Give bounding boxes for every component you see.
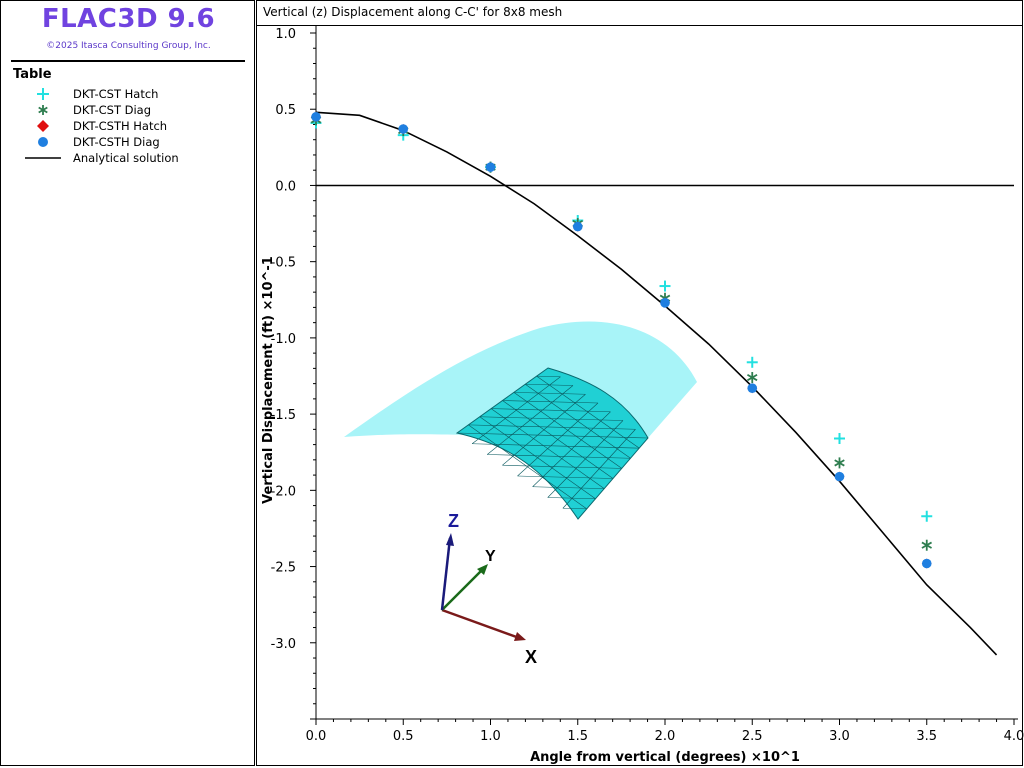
asterisk-marker-icon [38,105,48,115]
copyright-text: ©2025 Itasca Consulting Group, Inc. [46,41,211,51]
mesh-diagonal [532,486,605,489]
legend-item-dkt-cst-hatch[interactable]: DKT-CST Hatch [25,86,245,102]
dkt-cst-hatch-point [834,433,845,445]
mesh-line [517,402,599,477]
z-arrowhead-icon [446,533,454,546]
y-tick-label: -1.0 [271,332,296,347]
dkt-cst-diag-point [746,372,758,384]
mesh-line [513,392,622,469]
mesh-diagonal [502,400,599,404]
legend-item-analytical-solution[interactable]: Analytical solution [25,150,245,166]
legend-title: Table [13,67,52,82]
x-tick-label: 1.5 [567,729,588,744]
line-marker-icon [25,157,61,159]
mesh-diagonal [513,392,586,395]
x-tick-label: 1.0 [480,729,501,744]
mesh-diagonal [502,464,622,469]
y-tick-label: -3.0 [271,637,296,652]
y-axis-arrow [441,566,486,611]
mesh-diagonal [547,497,596,500]
legend-label: DKT-CST Diag [73,103,152,117]
mesh-line [562,429,636,509]
dkt-cst-hatch-point [921,510,933,522]
dkt-csth-diag-point [660,298,670,308]
x-tick-label: 0.5 [393,729,414,744]
mesh-diagonal [525,383,574,386]
legend-label: DKT-CSTH Hatch [73,119,168,133]
x-tick-label: 0.0 [306,729,327,744]
mesh-diagonal [472,443,640,449]
legend-item-dkt-csth-diag[interactable]: DKT-CSTH Diag [25,134,245,150]
dkt-csth-diag-point [834,471,845,482]
dkt-csth-diag-point [398,124,409,134]
dkt-cst-diag-point [921,539,933,551]
axis-triad: X Y Z [440,511,537,667]
series-layer [310,111,998,656]
axes: 1.0 0.5 0.0 -0.5 -1.0 -1.5 -2.0 -2.5 -3.0 0.0 0.5 1… [271,25,1024,744]
mesh-diagonal [491,408,611,413]
diamond-marker-icon [37,120,49,132]
mesh-diagonal [536,375,561,378]
dkt-csth-diag-point [485,162,496,172]
chart-title: Vertical (z) Displacement along C-C' for… [263,5,563,19]
mesh-diagonal [479,416,624,421]
dkt-csth-diag-point [921,558,932,569]
y-tick-label: 1.0 [275,27,296,42]
model-inset: X Y Z [344,321,697,667]
z-axis-arrow [440,537,452,611]
y-axis-title: Vertical Displacement (ft) ×10^-1 [261,256,276,504]
mesh-line [547,420,624,498]
x-tick-label: 2.0 [655,729,676,744]
y-tick-label: 0.0 [275,179,296,194]
dkt-csth-diag-point [311,112,321,122]
y-tick-label: -2.5 [271,561,296,576]
brand-divider [11,60,245,62]
mesh-line [525,384,631,459]
circle-marker-icon [38,137,48,147]
app-title: FLAC3D 9.6 [41,4,216,34]
dkt-csth-diag-point [747,383,758,393]
chart-frame [256,0,1023,766]
mesh-patch [455,367,649,520]
x-tick-label: 3.0 [829,729,850,744]
legend-label: DKT-CST Hatch [73,87,159,101]
z-axis-label: Z [448,511,459,531]
dkt-cst-hatch-point [746,356,758,368]
x-arrowhead-icon [514,632,526,641]
y-tick-label: -0.5 [271,256,296,271]
x-tick-label: 2.5 [742,729,763,744]
mesh-line [536,375,640,449]
mesh-diagonal [517,475,614,479]
mesh-line [532,411,611,487]
plus-marker-icon [37,88,49,100]
x-tick-label: 3.5 [916,729,937,744]
dkt-csth-diag-point [572,221,583,232]
mesh-diagonal [487,454,631,459]
x-tick-label: 4.0 [1004,729,1024,744]
legend-label: Analytical solution [73,151,179,165]
legend-panel: FLAC3D 9.6 ©2025 Itasca Consulting Group… [0,0,255,766]
y-arrowhead-icon [477,564,488,575]
title-divider [257,25,1022,26]
x-axis-label: X [525,647,537,667]
legend-item-dkt-csth-hatch[interactable]: DKT-CSTH Hatch [25,118,245,134]
mesh-diagonal [468,424,636,430]
dkt-cst-diag-point [834,457,845,469]
y-tick-label: 0.5 [275,103,296,118]
y-axis-label: Y [485,548,496,565]
y-tick-label: -2.0 [271,484,296,499]
mesh-diagonal [456,432,649,439]
x-axis-title: Angle from vertical (degrees) ×10^1 [530,750,800,765]
x-axis-arrow [441,608,523,641]
y-tick-label: -1.5 [271,408,296,423]
dkt-cst-hatch-point [659,280,671,292]
mesh-diagonal [562,507,587,510]
legend-label: DKT-CSTH Diag [73,135,160,149]
legend-item-dkt-cst-diag[interactable]: DKT-CST Diag [25,102,245,118]
